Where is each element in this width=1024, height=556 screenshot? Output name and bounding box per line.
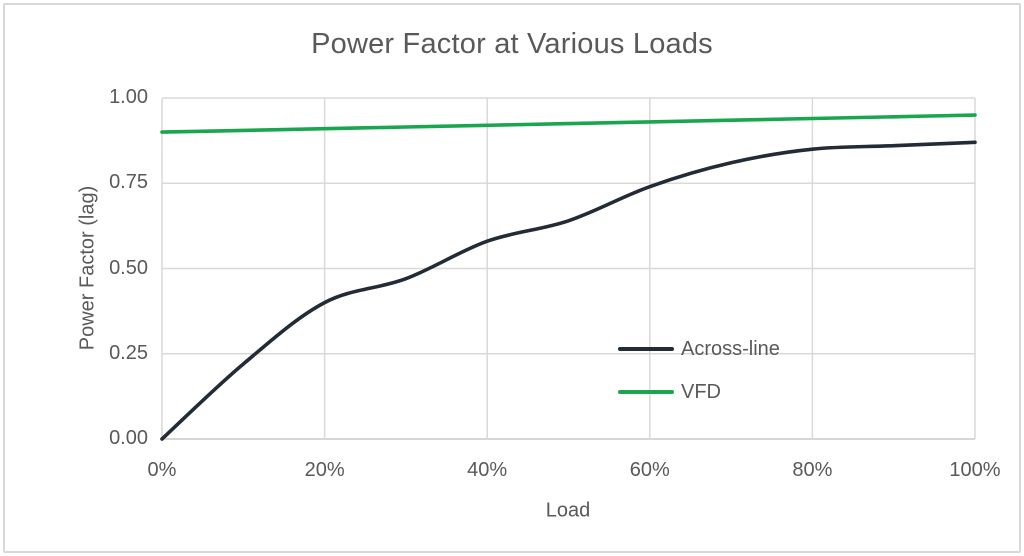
legend-label: VFD [681, 380, 721, 403]
x-tick-label: 0% [147, 459, 177, 481]
x-tick-label: 100% [949, 459, 1001, 481]
x-axis-title: Load [545, 499, 591, 522]
series-line-across-line [160, 140, 977, 441]
legend-item-across-line: Across-line [618, 335, 780, 363]
y-tick-label: 0.25 [109, 341, 148, 364]
legend-item-vfd: VFD [618, 378, 780, 406]
y-tick-label: 1.00 [109, 86, 148, 108]
x-tick-label: 60% [629, 459, 670, 481]
x-tick-label: 80% [792, 459, 833, 481]
legend-label: Across-line [681, 337, 780, 360]
y-tick-label: 0.00 [109, 427, 148, 449]
y-tick-label: 0.50 [109, 256, 148, 279]
across-line-swatch-icon [618, 347, 674, 351]
chart-title: Power Factor at Various Loads [311, 28, 713, 60]
x-tick-label: 20% [304, 459, 345, 481]
x-tick-label: 40% [467, 459, 508, 481]
series-line-vfd [160, 113, 977, 134]
y-tick-label: 0.75 [109, 171, 148, 194]
chart-legend: Across-line VFD [618, 335, 780, 421]
vfd-swatch-icon [618, 390, 674, 394]
